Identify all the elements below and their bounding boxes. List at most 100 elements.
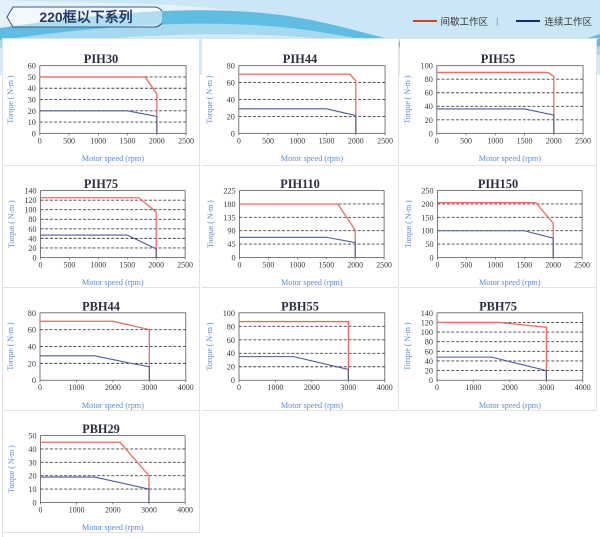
svg-text:40: 40: [28, 234, 36, 243]
svg-text:2000: 2000: [348, 136, 364, 145]
svg-text:0: 0: [436, 260, 440, 269]
svg-text:2000: 2000: [502, 383, 518, 392]
svg-text:50: 50: [426, 240, 434, 249]
svg-text:Motor speed (rpm): Motor speed (rpm): [479, 401, 541, 410]
svg-text:4000: 4000: [178, 383, 194, 392]
svg-text:120: 120: [421, 318, 433, 327]
svg-text:45: 45: [227, 240, 235, 249]
svg-text:PIH150: PIH150: [478, 177, 518, 191]
svg-text:100: 100: [421, 62, 433, 71]
svg-text:Torque ( N-m ): Torque ( N-m ): [6, 322, 15, 370]
svg-text:0: 0: [230, 129, 234, 138]
svg-text:0: 0: [237, 383, 241, 392]
svg-text:40: 40: [28, 84, 36, 93]
svg-text:2500: 2500: [376, 260, 392, 269]
svg-text:60: 60: [28, 225, 36, 234]
svg-text:1000: 1000: [69, 505, 85, 514]
svg-text:80: 80: [226, 62, 234, 71]
svg-text:1000: 1000: [289, 260, 305, 269]
svg-text:60: 60: [28, 62, 36, 71]
svg-text:Torque ( N-m ): Torque ( N-m ): [404, 322, 413, 370]
svg-text:50: 50: [28, 432, 36, 441]
svg-text:2500: 2500: [576, 136, 592, 145]
svg-text:20: 20: [28, 244, 36, 253]
svg-text:Motor speed (rpm): Motor speed (rpm): [281, 401, 343, 410]
svg-text:0: 0: [429, 129, 433, 138]
svg-text:3000: 3000: [141, 505, 157, 514]
svg-text:Motor speed (rpm): Motor speed (rpm): [280, 154, 343, 163]
svg-text:1500: 1500: [119, 260, 135, 269]
svg-text:Motor speed (rpm): Motor speed (rpm): [281, 278, 343, 287]
svg-text:40: 40: [227, 349, 235, 358]
svg-text:3000: 3000: [340, 383, 356, 392]
svg-text:40: 40: [425, 102, 433, 111]
svg-text:2000: 2000: [546, 136, 562, 145]
svg-text:1500: 1500: [517, 260, 533, 269]
svg-text:1500: 1500: [120, 136, 136, 145]
svg-text:180: 180: [223, 200, 235, 209]
svg-text:50: 50: [28, 73, 36, 82]
svg-text:60: 60: [425, 347, 433, 356]
svg-text:Torque ( N-m ): Torque ( N-m ): [205, 322, 214, 370]
svg-text:60: 60: [425, 89, 433, 98]
svg-text:Torque ( N-m ): Torque ( N-m ): [6, 75, 15, 124]
svg-text:Motor speed (rpm): Motor speed (rpm): [82, 523, 144, 532]
svg-text:30: 30: [28, 95, 36, 104]
svg-text:40: 40: [425, 357, 433, 366]
svg-text:PBH55: PBH55: [281, 299, 319, 313]
svg-text:PIH110: PIH110: [280, 177, 320, 191]
svg-text:PIH55: PIH55: [481, 52, 516, 66]
svg-text:0: 0: [435, 136, 439, 145]
svg-text:10: 10: [28, 485, 36, 494]
svg-text:Torque ( N-m ): Torque ( N-m ): [403, 75, 412, 124]
svg-text:4000: 4000: [575, 383, 591, 392]
svg-text:10: 10: [28, 118, 36, 127]
svg-text:80: 80: [227, 322, 235, 331]
svg-text:0: 0: [38, 383, 42, 392]
svg-text:Motor speed (rpm): Motor speed (rpm): [479, 154, 542, 163]
svg-text:Torque ( N-m ): Torque ( N-m ): [7, 445, 16, 493]
svg-text:PBH75: PBH75: [479, 299, 517, 313]
svg-text:20: 20: [28, 107, 36, 116]
svg-text:100: 100: [24, 206, 36, 215]
svg-text:2000: 2000: [148, 260, 164, 269]
svg-text:40: 40: [28, 445, 36, 454]
svg-text:250: 250: [422, 187, 434, 196]
svg-text:225: 225: [223, 187, 235, 196]
svg-text:2000: 2000: [105, 505, 121, 514]
svg-text:1500: 1500: [318, 136, 334, 145]
svg-text:500: 500: [63, 136, 75, 145]
svg-text:PBH44: PBH44: [82, 299, 120, 313]
svg-text:0: 0: [231, 376, 235, 385]
svg-text:Motor speed (rpm): Motor speed (rpm): [479, 278, 541, 287]
svg-text:Motor speed (rpm): Motor speed (rpm): [82, 401, 144, 410]
svg-text:Torque ( N-m ): Torque ( N-m ): [7, 200, 16, 248]
svg-text:0: 0: [429, 376, 433, 385]
svg-text:120: 120: [24, 196, 36, 205]
svg-text:2000: 2000: [347, 260, 363, 269]
svg-text:40: 40: [226, 95, 234, 104]
svg-text:20: 20: [226, 112, 234, 121]
svg-text:80: 80: [28, 309, 36, 318]
svg-text:PIH75: PIH75: [84, 177, 118, 191]
svg-text:500: 500: [262, 260, 274, 269]
svg-text:90: 90: [227, 227, 235, 236]
svg-text:1000: 1000: [466, 383, 482, 392]
svg-text:1500: 1500: [318, 260, 334, 269]
svg-text:0: 0: [32, 129, 36, 138]
svg-text:Torque ( N-m ): Torque ( N-m ): [206, 200, 215, 248]
svg-text:150: 150: [422, 213, 434, 222]
svg-text:Motor speed (rpm): Motor speed (rpm): [82, 154, 145, 163]
svg-text:1000: 1000: [289, 136, 305, 145]
svg-text:2500: 2500: [177, 260, 193, 269]
svg-text:100: 100: [421, 328, 433, 337]
svg-text:Motor speed (rpm): Motor speed (rpm): [82, 278, 144, 287]
svg-text:4000: 4000: [177, 505, 193, 514]
svg-text:500: 500: [461, 260, 473, 269]
svg-text:0: 0: [38, 136, 42, 145]
svg-text:100: 100: [222, 309, 234, 318]
svg-text:60: 60: [227, 336, 235, 345]
svg-text:0: 0: [32, 498, 36, 507]
svg-text:20: 20: [425, 116, 433, 125]
svg-text:60: 60: [28, 326, 36, 335]
